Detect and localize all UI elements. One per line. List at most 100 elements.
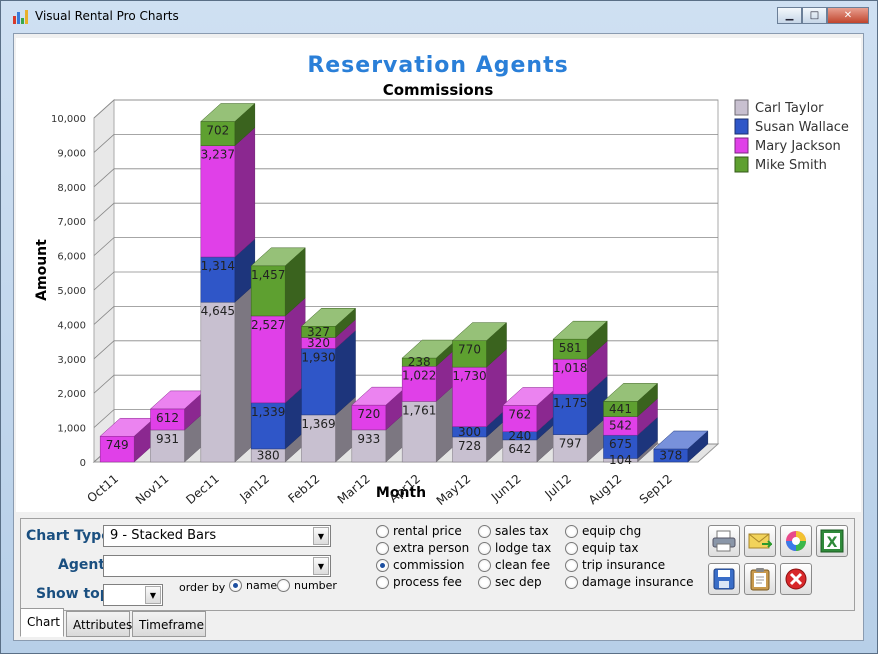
field-radio-label: sec dep xyxy=(495,575,542,589)
bar-segment xyxy=(552,358,588,395)
data-label: 702 xyxy=(206,124,229,138)
bar-segment xyxy=(250,402,286,450)
bar-top xyxy=(250,247,306,267)
field-radio[interactable]: damage insurance xyxy=(565,575,694,589)
field-radio[interactable]: sec dep xyxy=(478,575,542,589)
bar-segment xyxy=(401,401,437,463)
print-button[interactable] xyxy=(708,525,740,557)
data-label: 612 xyxy=(156,411,179,425)
chevron-down-icon[interactable]: ▼ xyxy=(313,557,329,575)
field-radio[interactable]: sales tax xyxy=(478,524,549,538)
radio-indicator[interactable] xyxy=(565,558,578,572)
radio-indicator[interactable] xyxy=(277,579,290,592)
radio-indicator[interactable] xyxy=(478,558,491,572)
data-label: 1,339 xyxy=(251,405,285,419)
chevron-down-icon[interactable]: ▼ xyxy=(145,586,161,604)
x-tick-label: Jun12 xyxy=(488,472,524,505)
field-radio[interactable]: rental price xyxy=(376,524,462,538)
bar-segment xyxy=(552,434,588,463)
radio-indicator[interactable] xyxy=(478,541,491,555)
bar-segment xyxy=(552,393,588,435)
data-label: 3,237 xyxy=(201,148,235,162)
radio-indicator[interactable] xyxy=(229,579,242,592)
x-axis-title: Month xyxy=(376,485,426,501)
bar-segment xyxy=(351,429,387,463)
legend-swatch xyxy=(734,137,749,154)
data-label: 1,369 xyxy=(301,417,335,431)
radio-indicator[interactable] xyxy=(376,558,389,572)
title-bar[interactable]: Visual Rental Pro Charts ▁ □ ✕ xyxy=(1,1,877,31)
radio-indicator[interactable] xyxy=(376,524,389,538)
svg-text:X: X xyxy=(827,535,838,551)
data-label: 762 xyxy=(508,407,531,421)
radio-indicator[interactable] xyxy=(376,541,389,555)
data-label: 1,314 xyxy=(201,259,235,273)
data-label: 770 xyxy=(458,343,481,357)
save-button[interactable] xyxy=(708,563,740,595)
bar-segment xyxy=(250,265,286,317)
field-radio-label: process fee xyxy=(393,575,462,589)
field-radio[interactable]: equip tax xyxy=(565,541,639,555)
window-title: Visual Rental Pro Charts xyxy=(35,9,179,23)
copy-to-clipboard-button[interactable] xyxy=(744,563,776,595)
data-label: 749 xyxy=(106,438,129,452)
x-tick-label: Sep12 xyxy=(637,472,675,507)
field-radio[interactable]: lodge tax xyxy=(478,541,551,555)
maximize-button[interactable]: □ xyxy=(802,7,827,24)
minimize-button[interactable]: ▁ xyxy=(777,7,802,24)
data-label: 300 xyxy=(458,425,481,439)
show-top-select[interactable]: ▼ xyxy=(103,584,163,606)
chart-app-icon xyxy=(13,10,29,24)
data-label: 327 xyxy=(307,325,330,339)
field-radio[interactable]: extra person xyxy=(376,541,469,555)
print-icon xyxy=(712,530,736,552)
bar-segment xyxy=(200,145,236,258)
y-tick-label: 10,000 xyxy=(51,114,86,125)
bar-side xyxy=(234,127,256,258)
tab-attributes[interactable]: Attributes xyxy=(66,611,132,637)
agent-select[interactable]: ▼ xyxy=(103,555,331,577)
delete-button[interactable] xyxy=(780,563,812,595)
data-label: 1,022 xyxy=(402,368,436,382)
field-radio[interactable]: commission xyxy=(376,558,464,572)
field-radio[interactable]: trip insurance xyxy=(565,558,665,572)
data-label: 581 xyxy=(559,341,582,355)
gridline xyxy=(93,168,718,188)
radio-indicator[interactable] xyxy=(478,524,491,538)
agent-label: Agent xyxy=(58,557,106,573)
tab-chart[interactable]: Chart xyxy=(20,608,64,637)
data-label: 1,457 xyxy=(251,268,285,282)
data-label: 1,730 xyxy=(452,369,486,383)
legend-label: Mary Jackson xyxy=(755,139,841,154)
bar-top xyxy=(602,383,659,402)
bar-segment xyxy=(99,435,135,463)
field-radio[interactable]: process fee xyxy=(376,575,462,589)
legend-swatch xyxy=(734,99,749,116)
chevron-down-icon[interactable]: ▼ xyxy=(313,527,329,545)
radio-indicator[interactable] xyxy=(565,524,578,538)
bar-segment xyxy=(200,256,236,303)
field-radio[interactable]: clean fee xyxy=(478,558,550,572)
email-button[interactable] xyxy=(744,525,776,557)
data-label: 1,930 xyxy=(301,351,335,365)
bar-segment xyxy=(150,429,185,463)
radio-indicator[interactable] xyxy=(565,541,578,555)
color-palette-button[interactable] xyxy=(780,525,812,557)
save-icon xyxy=(713,568,735,590)
excel-export-button[interactable]: X xyxy=(816,525,848,557)
data-label: 2,527 xyxy=(251,318,285,332)
close-button[interactable]: ✕ xyxy=(827,7,869,24)
order-by-name-radio[interactable]: name xyxy=(229,579,277,592)
data-label: 1,175 xyxy=(553,396,587,410)
chart-type-select[interactable]: 9 - Stacked Bars ▼ xyxy=(103,525,331,547)
radio-indicator[interactable] xyxy=(376,575,389,589)
client-area: Reservation Agents Commissions 0 1,000 2,000… xyxy=(13,33,864,641)
radio-indicator[interactable] xyxy=(565,575,578,589)
chart-controls-panel: Chart Type 9 - Stacked Bars ▼ Agent ▼ Sh… xyxy=(20,518,855,611)
field-radio[interactable]: equip chg xyxy=(565,524,641,538)
data-label: 720 xyxy=(357,407,380,421)
delete-icon xyxy=(785,568,807,590)
order-by-number-radio[interactable]: number xyxy=(277,579,337,592)
radio-indicator[interactable] xyxy=(478,575,491,589)
tab-timeframe[interactable]: Timeframe xyxy=(132,611,206,637)
